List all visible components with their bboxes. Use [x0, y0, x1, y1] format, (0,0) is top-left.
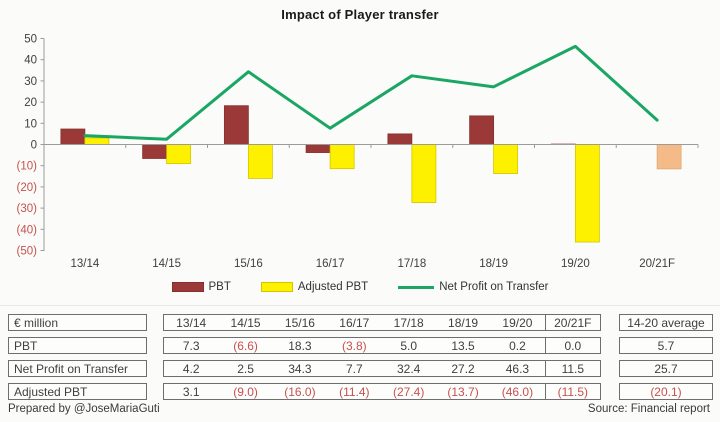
- adjusted-pbt-bar: [411, 144, 437, 203]
- y-tick-label: 10: [24, 118, 37, 130]
- table-row: Net Profit on Transfer 4.2 2.5 34.3 7.7 32.4 2…: [8, 360, 720, 377]
- transfer-impact-chart: 50 40 30 20 10 0 (10) (20) (30) (40) (50) 13/14 14/1…: [17, 34, 699, 270]
- bar-swatch-icon: [260, 282, 293, 292]
- average-cell: 25.7: [619, 360, 713, 377]
- table-cell: (27.4): [393, 384, 425, 399]
- pbt-bar: [387, 133, 413, 145]
- table-data-box: 7.3 (6.6) 18.3 (3.8) 5.0 13.5 0.2 0.0: [163, 337, 601, 354]
- chart-legend: PBT Adjusted PBT Net Profit on Transfer: [0, 281, 720, 293]
- pbt-bar: [305, 144, 331, 153]
- adjusted-pbt-bar: [329, 144, 355, 170]
- table-cell: (6.6): [233, 338, 258, 353]
- table-row: PBT 7.3 (6.6) 18.3 (3.8) 5.0 13.5 0.2 0.0 5.7: [8, 337, 720, 354]
- table-cell: (3.8): [341, 338, 367, 353]
- table-cell: 7.7: [345, 361, 363, 376]
- y-tick-label: (30): [17, 203, 38, 215]
- table-cell: 5.0: [400, 338, 418, 353]
- x-tick-label: 13/14: [70, 258, 99, 270]
- y-tick-label: (50): [17, 246, 38, 258]
- table-cell: (13.7): [447, 384, 479, 399]
- table-cell: 3.1: [182, 384, 200, 399]
- table-header-cell: 18/19: [448, 315, 479, 330]
- table-cell: (9.0): [233, 384, 258, 399]
- adjusted-pbt-bar: [166, 144, 192, 164]
- x-tick-label: 17/18: [397, 258, 426, 270]
- source-credit: Source: Financial report: [587, 403, 710, 415]
- x-tick-label: 20/21F: [639, 258, 675, 270]
- table-cell: (11.5): [544, 384, 600, 399]
- adjusted-pbt-bar: [574, 144, 600, 243]
- pbt-bar: [469, 115, 495, 145]
- x-tick-label: 16/17: [316, 258, 345, 270]
- table-header-cell: 19/20: [502, 315, 533, 330]
- x-tick-label: 19/20: [561, 258, 590, 270]
- table-cell: 32.4: [397, 361, 421, 376]
- table-cell: 46.3: [505, 361, 530, 376]
- bar-swatch-icon: [171, 282, 204, 292]
- legend-item-adjusted-pbt: Adjusted PBT: [260, 281, 369, 293]
- unit-label: € million: [8, 314, 147, 331]
- table-row: Adjusted PBT 3.1 (9.0) (16.0) (11.4) (27.4) (1…: [8, 383, 720, 400]
- legend-label: Net Profit on Transfer: [439, 281, 549, 293]
- pbt-bar: [60, 128, 86, 145]
- table-cell: 0.2: [509, 338, 526, 353]
- table-header-cell: 17/18: [393, 315, 424, 330]
- table-header-cell: 14/15: [230, 315, 261, 330]
- pbt-bar: [142, 144, 168, 159]
- table-cell: 27.2: [451, 361, 475, 376]
- legend-item-pbt: PBT: [171, 281, 231, 293]
- table-header-cell: 20/21F: [544, 315, 600, 330]
- table-cell: 4.2: [182, 361, 200, 376]
- y-tick-label: 40: [24, 55, 37, 67]
- table-cell: (16.0): [284, 384, 316, 399]
- table-cell: (11.4): [339, 384, 370, 399]
- pbt-bar: [223, 105, 249, 145]
- y-tick-label: 0: [31, 140, 37, 152]
- net-profit-line: [83, 44, 659, 141]
- y-tick-label: (10): [17, 161, 38, 173]
- average-cell: 5.7: [619, 337, 713, 354]
- legend-label: Adjusted PBT: [297, 281, 369, 293]
- x-tick-label: 14/15: [152, 258, 181, 270]
- table-cell: 7.3: [182, 338, 200, 353]
- table-data-box: 13/14 14/15 15/16 16/17 17/18 18/19 19/20 20/21…: [163, 314, 601, 331]
- average-header-cell: 14-20 average: [619, 314, 713, 331]
- x-tick-label: 18/19: [479, 258, 508, 270]
- y-tick-label: (40): [17, 224, 38, 236]
- row-label: Adjusted PBT: [8, 383, 147, 400]
- table-cell: 2.5: [237, 361, 254, 376]
- row-label: PBT: [8, 337, 147, 354]
- table-data-box: 4.2 2.5 34.3 7.7 32.4 27.2 46.3 11.5: [163, 360, 601, 377]
- table-cell: 0.0: [544, 338, 600, 353]
- y-tick-label: (20): [17, 182, 38, 194]
- row-label: Net Profit on Transfer: [8, 360, 147, 377]
- table-cell: (46.0): [501, 384, 534, 399]
- adjusted-pbt-bar: [247, 144, 273, 179]
- table-header-cell: 15/16: [284, 315, 315, 330]
- average-cell: (20.1): [619, 383, 713, 400]
- table-cell: 18.3: [288, 338, 312, 353]
- adjusted-pbt-bar: [84, 137, 110, 145]
- footer: Prepared by @JoseMariaGuti Source: Finan…: [0, 403, 720, 415]
- adjusted-pbt-bar: [493, 144, 519, 174]
- y-tick-label: 30: [24, 76, 37, 88]
- table-cell: 34.3: [288, 361, 312, 376]
- y-tick-label: 50: [24, 34, 37, 46]
- table-header-cell: 16/17: [339, 315, 370, 330]
- y-tick-label: 20: [24, 97, 37, 109]
- chart-title: Impact of Player transfer: [281, 7, 439, 22]
- table-cell: 13.5: [451, 338, 475, 353]
- financial-table: € million 13/14 14/15 15/16 16/17 17/18 18/19 1…: [0, 305, 720, 403]
- prepared-by-credit: Prepared by @JoseMariaGuti: [8, 403, 160, 415]
- line-swatch-icon: [398, 285, 435, 289]
- x-tick-label: 15/16: [234, 258, 263, 270]
- legend-item-net-profit-on-transfer: Net Profit on Transfer: [398, 281, 549, 293]
- table-data-box: 3.1 (9.0) (16.0) (11.4) (27.4) (13.7) (46.0) (1…: [163, 383, 601, 400]
- table-header-row: € million 13/14 14/15 15/16 16/17 17/18 18/19 1…: [8, 314, 720, 331]
- table-header-cell: 13/14: [176, 315, 207, 330]
- table-cell: 11.5: [544, 361, 600, 376]
- legend-label: PBT: [208, 281, 231, 293]
- adjusted-pbt-bar: [656, 144, 682, 170]
